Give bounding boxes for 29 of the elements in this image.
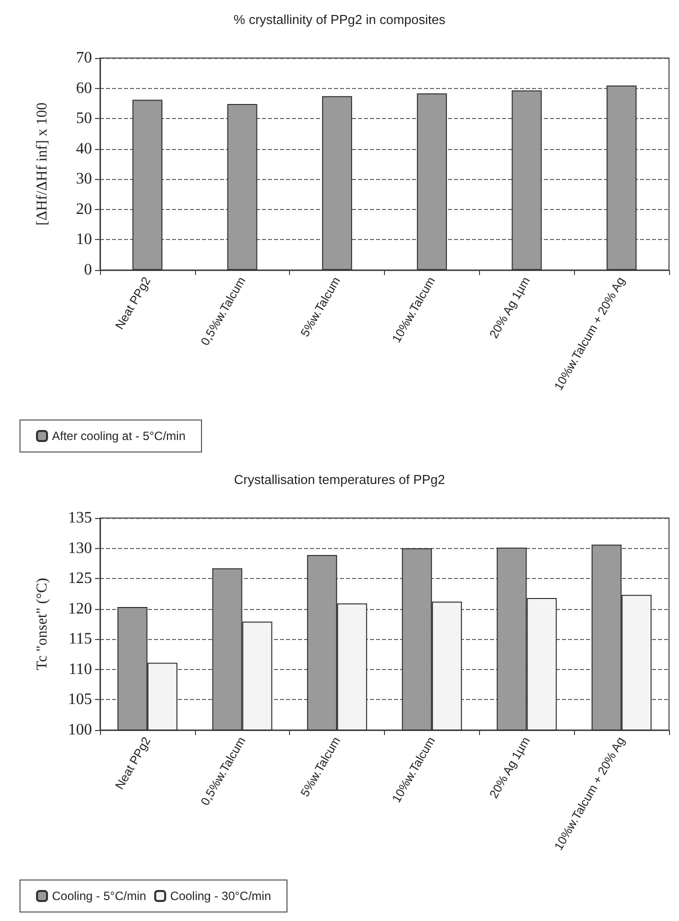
y-tick-label: 60: [76, 80, 92, 97]
y-tick-label: 100: [68, 722, 92, 738]
bar: [227, 104, 258, 270]
y-tick-label: 110: [68, 660, 92, 678]
y-tick-label: 30: [76, 170, 92, 188]
y-tick-label: 105: [68, 691, 92, 708]
chart-title: % crystallinity of PPg2 in composites: [234, 12, 446, 27]
y-tick-label: 20: [76, 200, 92, 218]
y-tick-label: 115: [68, 630, 92, 648]
y-axis-title: [ΔHf/ΔHf inf] x 100: [34, 102, 50, 226]
y-tick-label: 40: [76, 140, 92, 158]
y-tick-label: 0: [84, 262, 92, 278]
y-tick-label: 130: [68, 540, 92, 557]
bar: [606, 86, 637, 270]
y-axis-title: Tc "onset" (°C): [34, 578, 50, 670]
bar: [132, 100, 162, 270]
legend-label: Cooling - 30°C/min: [170, 889, 272, 903]
y-tick-label: 120: [68, 600, 92, 618]
y-tick-label: 10: [76, 231, 92, 248]
legend-label: Cooling - 5°C/min: [52, 889, 146, 903]
legend-label: After cooling at - 5°C/min: [52, 429, 186, 443]
bar: [322, 96, 352, 270]
y-tick-label: 135: [68, 510, 92, 526]
chart-title: Crystallisation temperatures of PPg2: [234, 472, 445, 487]
y-tick-label: 70: [76, 50, 92, 66]
y-tick-label: 125: [68, 570, 92, 588]
bar: [416, 93, 447, 270]
bar: [512, 90, 542, 270]
y-tick-label: 50: [76, 110, 92, 128]
